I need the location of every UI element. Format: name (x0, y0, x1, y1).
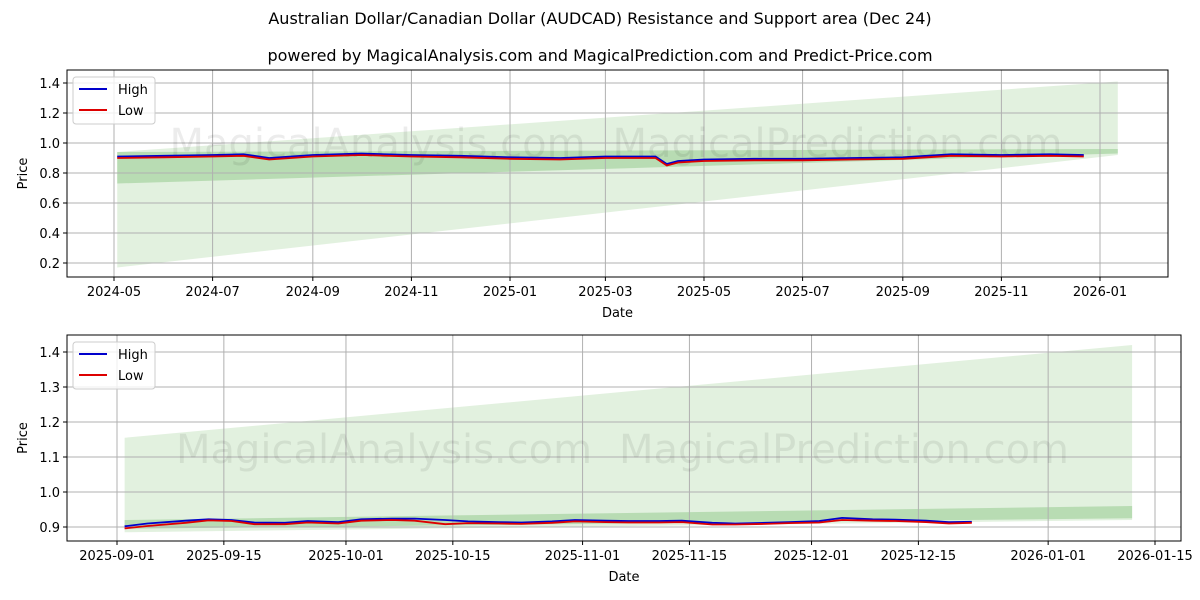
x-tick-label: 2025-07 (775, 285, 829, 300)
x-tick-label: 2024-05 (87, 285, 141, 300)
series-line-low (117, 154, 1084, 167)
series-line-high (124, 517, 972, 528)
y-tick-label: 1.3 (39, 381, 60, 396)
y-tick-label: 1.2 (39, 107, 60, 122)
x-tick-label: 2024-11 (384, 285, 438, 300)
x-tick-label: 2025-12-15 (881, 549, 957, 564)
legend: High Low (72, 76, 156, 125)
legend-label-low: Low (118, 104, 144, 119)
y-tick-label: 0.2 (39, 257, 60, 272)
legend-label-low: Low (118, 369, 144, 384)
watermark-text: MagicalAnalysis.com (169, 121, 585, 167)
legend-label-high: High (118, 83, 148, 98)
x-tick-label: 2025-12-01 (774, 549, 850, 564)
x-tick-label: 2026-01-15 (1117, 549, 1193, 564)
series-line-low (124, 519, 972, 530)
x-tick-label: 2025-11-01 (545, 549, 621, 564)
x-axis-label: Date (608, 570, 639, 585)
y-tick-label: 1.4 (39, 77, 60, 92)
x-tick-label: 2025-05 (677, 285, 731, 300)
legend-label-high: High (118, 348, 148, 363)
range-light-band (124, 345, 1133, 533)
x-tick-label: 2026-01 (1073, 285, 1127, 300)
x-tick-label: 2026-01-01 (1010, 549, 1086, 564)
y-tick-label: 1.0 (39, 486, 60, 501)
y-axis-label: Price (16, 158, 31, 190)
x-tick-label: 2025-11 (974, 285, 1028, 300)
watermark-text: MagicalAnalysis.com (176, 427, 592, 473)
x-axis-label: Date (602, 306, 633, 321)
y-tick-label: 1.4 (39, 346, 60, 361)
x-tick-label: 2024-07 (185, 285, 239, 300)
support-dark-band (124, 506, 1133, 529)
y-tick-label: 0.4 (39, 227, 60, 242)
axes-frame (66, 334, 1182, 542)
y-tick-label: 0.9 (39, 521, 60, 536)
chart-panel-1: MagicalAnalysis.com MagicalPrediction.com… (16, 69, 1169, 321)
plot-area: MagicalAnalysis.com MagicalPrediction.com (67, 335, 1181, 541)
x-tick-label: 2024-09 (286, 285, 340, 300)
y-tick-label: 0.6 (39, 197, 60, 212)
y-tick-label: 1.0 (39, 137, 60, 152)
chart-subtitle: powered by MagicalAnalysis.com and Magic… (267, 46, 933, 65)
x-tick-label: 2025-11-15 (652, 549, 728, 564)
y-tick-label: 1.1 (39, 451, 60, 466)
y-axis-label: Price (16, 422, 31, 454)
watermark-text: MagicalPrediction.com (619, 427, 1069, 473)
x-tick-label: 2025-09-15 (186, 549, 262, 564)
x-tick-label: 2025-09-01 (79, 549, 155, 564)
y-tick-label: 1.2 (39, 416, 60, 431)
series-line-high (117, 152, 1084, 165)
chart-panel-2: MagicalAnalysis.com MagicalPrediction.com… (16, 334, 1193, 585)
x-tick-label: 2025-01 (483, 285, 537, 300)
legend: High Low (72, 341, 156, 390)
chart-title: Australian Dollar/Canadian Dollar (AUDCA… (268, 9, 932, 28)
x-tick-label: 2025-09 (876, 285, 930, 300)
x-tick-label: 2025-03 (578, 285, 632, 300)
x-tick-label: 2025-10-01 (308, 549, 384, 564)
x-tick-label: 2025-10-15 (415, 549, 491, 564)
y-tick-label: 0.8 (39, 167, 60, 182)
plot-area: MagicalAnalysis.com MagicalPrediction.com (67, 70, 1168, 277)
range-light-band (117, 81, 1118, 268)
